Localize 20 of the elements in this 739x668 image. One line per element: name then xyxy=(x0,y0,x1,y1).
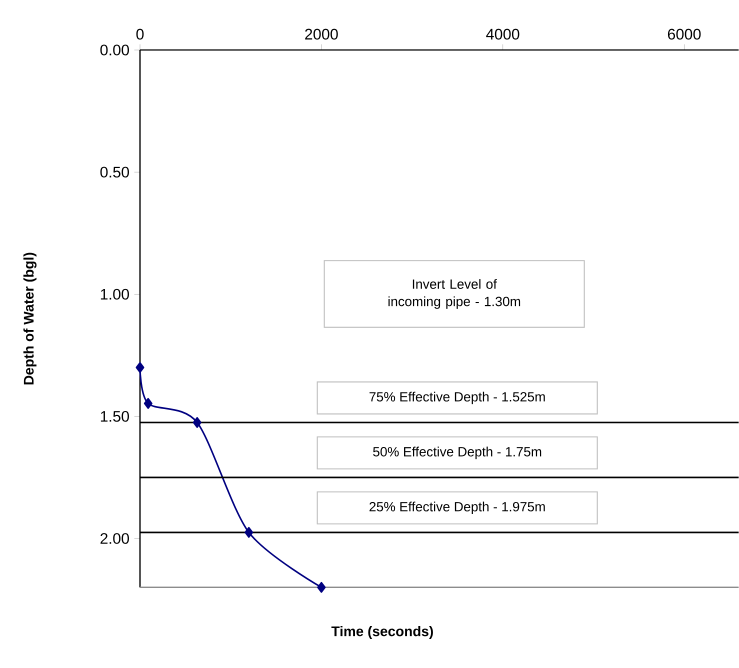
y-tick-label: 1.50 xyxy=(100,410,129,422)
annotation: Invert Level of incoming pipe - 1.30m xyxy=(388,279,520,309)
ref-line-label: 75% Effective Depth - 1.525m xyxy=(370,392,545,404)
x-axis-title: Time (seconds) xyxy=(331,626,433,640)
y-tick-label: 1.00 xyxy=(100,288,129,300)
ref-line-label: 50% Effective Depth - 1.75m xyxy=(373,446,542,460)
point xyxy=(144,398,152,409)
x-tick-label: 4000 xyxy=(486,28,520,40)
point xyxy=(244,526,254,538)
x-tick-label: 0 xyxy=(136,28,144,40)
x-tick-label: 2000 xyxy=(305,28,338,40)
point xyxy=(317,582,326,593)
y-tick-label: 2.00 xyxy=(100,533,129,544)
y-tick-label: 0.00 xyxy=(100,44,129,56)
y-axis-title: Depth of Water (bgl) xyxy=(23,252,37,384)
ref-line-label: 25% Effective Depth - 1.975m xyxy=(370,502,545,514)
x-tick-label: 6000 xyxy=(668,28,701,40)
point xyxy=(192,417,202,428)
point xyxy=(136,362,144,373)
y-tick-label: 0.50 xyxy=(100,166,129,178)
